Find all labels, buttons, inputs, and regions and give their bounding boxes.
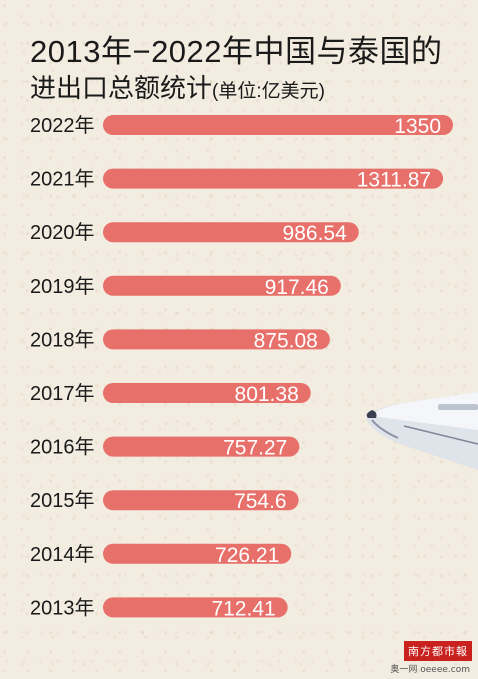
bar <box>103 115 453 135</box>
bar <box>103 275 341 296</box>
value-label: 726.21 <box>215 544 279 567</box>
value-label: 757.27 <box>223 437 287 460</box>
newspaper-logo-sub: 奥一网 oeeee.com <box>390 665 470 675</box>
category-label: 2017年 <box>30 382 95 405</box>
bar <box>103 436 300 457</box>
category-label: 2015年 <box>30 489 95 512</box>
category-label: 2021年 <box>30 168 95 191</box>
category-label: 2013年 <box>30 596 95 619</box>
value-label: 917.46 <box>265 276 329 299</box>
unit-text: (单位:亿美元) <box>212 81 325 102</box>
bar <box>103 543 292 564</box>
bars-group: 2022年 1350 2021年 1311.87 2020年 986.54 2019年 917… <box>30 114 453 620</box>
bar <box>103 490 299 511</box>
category-label: 2022年 <box>30 114 95 137</box>
bar <box>103 222 359 243</box>
value-label: 712.41 <box>211 597 275 620</box>
category-label: 2016年 <box>30 436 95 459</box>
value-label: 801.38 <box>235 383 299 406</box>
value-label: 1350 <box>394 115 441 138</box>
airplane-icon <box>366 392 478 470</box>
newspaper-logo: 南方都市報 <box>404 641 472 661</box>
chart-subtitle: 进出口总额统计(单位:亿美元) <box>30 68 325 105</box>
value-label: 986.54 <box>283 222 348 245</box>
value-label: 754.6 <box>234 490 287 513</box>
bar <box>103 168 444 189</box>
chart-title: 2013年−2022年中国与泰国的 <box>30 34 443 69</box>
bar <box>103 383 311 403</box>
value-label: 1311.87 <box>357 169 431 192</box>
subtitle-text: 进出口总额统计 <box>30 73 213 103</box>
category-label: 2018年 <box>30 328 95 351</box>
bar <box>103 329 330 350</box>
value-label: 875.08 <box>254 329 318 352</box>
category-label: 2014年 <box>30 543 95 566</box>
bar <box>103 597 288 618</box>
category-label: 2020年 <box>30 221 95 244</box>
category-label: 2019年 <box>30 275 95 298</box>
